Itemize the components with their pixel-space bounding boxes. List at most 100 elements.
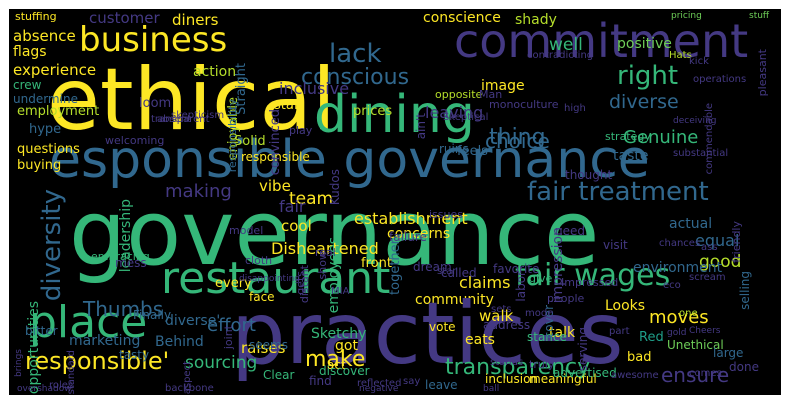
word-feels: feels [457, 144, 488, 159]
word-embracing: embracing [91, 250, 150, 263]
word-dream: dream [413, 260, 452, 274]
word-solid: Solid [234, 134, 266, 149]
word-diverse: diverse' [165, 313, 221, 329]
word-gold: gold [667, 328, 687, 338]
word-responsible: responsible [241, 150, 310, 164]
word-establishment: establishment [354, 209, 468, 228]
word-image: image [481, 78, 525, 94]
word-cloth: cloth [245, 254, 273, 267]
word-diners: diners [172, 11, 219, 29]
word-convinced: convinced [268, 109, 283, 176]
word-opportunities: opportunities [26, 300, 42, 394]
word-red: Red [639, 330, 664, 345]
word-tasty: tasty [119, 348, 150, 362]
word-vote: vote [429, 320, 456, 334]
word-stance: stance [527, 330, 567, 344]
word-inclusion: inclusion [485, 372, 539, 386]
word-together: together [388, 239, 403, 295]
word-mode: mode [525, 308, 554, 319]
word-loom: loom [139, 96, 172, 111]
word-chances: chances [659, 238, 701, 249]
word-say: say [403, 376, 421, 387]
word-roles: roles [49, 380, 74, 391]
word-large: large [713, 346, 744, 360]
word-joint: joint [222, 325, 235, 350]
word-scream: scream [689, 272, 726, 283]
word-act: act [327, 358, 346, 372]
word-friendly: friendly [730, 221, 743, 263]
word-operations: operations [693, 74, 747, 85]
word-visit: visit [603, 238, 628, 252]
word-opposite: opposite [435, 88, 483, 101]
word-one: one [679, 308, 698, 319]
word-face: face [249, 290, 275, 304]
word-mia: MIA [331, 286, 350, 297]
word-talk: talk [549, 325, 576, 341]
word-esponsible-governance: esponsible governance [49, 130, 650, 190]
word-team: team [289, 189, 334, 209]
word-positive: positive [617, 36, 672, 52]
word-find: find [309, 374, 332, 388]
word-flags: flags [13, 44, 47, 60]
word-thought: thought [565, 168, 613, 182]
word-kudos: Kudos [328, 169, 342, 206]
word-called: called [441, 266, 477, 280]
word-ass: ass [701, 242, 718, 253]
word-restaurant: restaurant [161, 253, 391, 304]
word-need: need [555, 224, 585, 238]
word-lack: lack [329, 39, 382, 69]
word-claims: claims [459, 273, 511, 292]
word-every: every [215, 276, 252, 291]
word-inclusive: inclusive [279, 79, 350, 98]
word-buying: buying [17, 158, 62, 173]
word-commendable: commendable [704, 103, 715, 175]
word-making: making [165, 181, 232, 202]
word-ruins: ruins [439, 142, 469, 156]
word-leaving: leaving [425, 103, 484, 122]
word-welcoming: welcoming [105, 134, 165, 147]
word-employment: employment [17, 104, 100, 119]
word-seems: seems [249, 338, 288, 352]
word-front: front [361, 256, 392, 271]
word-awesome: awesome [611, 370, 659, 381]
word-thing: thing [489, 125, 546, 150]
word-fair-wages: fair wages [515, 258, 671, 293]
word-high: high [564, 103, 586, 114]
word-concerns: concerns [387, 226, 451, 242]
word-eco: eco [663, 280, 681, 291]
word-bitter: bitter [25, 324, 58, 338]
word-undermine: undermine [13, 92, 78, 106]
word-marketing: marketing [69, 333, 141, 349]
word-choice: choice [485, 129, 550, 153]
word-equal: equal [695, 231, 740, 250]
word-behind: Behind [155, 334, 204, 350]
word-show: show [316, 251, 329, 280]
word-stands: stands [490, 357, 524, 368]
word-skepticism: skepticism [171, 110, 225, 121]
word-fair-treatment: fair treatment [527, 177, 709, 207]
word-transparent: transparent [151, 114, 210, 125]
word-star: star [437, 266, 457, 277]
word-strategy: strategy [605, 130, 651, 143]
word-advertised: advertised [553, 366, 617, 380]
word-pleasant: pleasant [756, 49, 769, 97]
word-negative: negative [359, 384, 399, 394]
word-environment: environment [633, 260, 723, 276]
word-done: done [729, 360, 759, 374]
word-backbone: backbone [165, 383, 214, 394]
word-selling: selling [738, 271, 752, 310]
word-man: Man [479, 88, 503, 101]
word-fair: fair [279, 197, 306, 216]
word-genuine: Genuine [623, 127, 699, 148]
word-overshadow: overshadow [17, 384, 72, 394]
word-right: right [617, 61, 679, 91]
word-ain-t: ain't [414, 113, 428, 140]
word-labor: labor [514, 271, 528, 302]
word-substantial: substantial [673, 148, 729, 159]
word-bad: bad [627, 350, 652, 365]
word-pricing: pricing [671, 11, 702, 21]
word-clear: Clear [263, 368, 295, 382]
word-cool: cool [281, 217, 312, 235]
word-finally: Finally [133, 308, 172, 322]
word-conscious: conscious [301, 65, 410, 90]
